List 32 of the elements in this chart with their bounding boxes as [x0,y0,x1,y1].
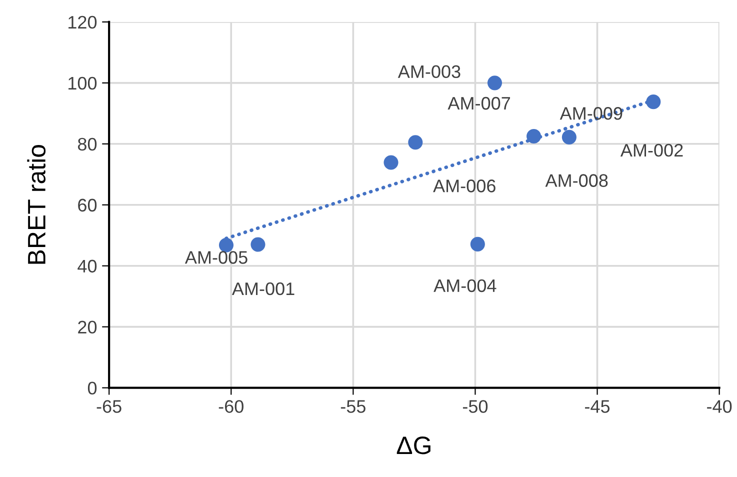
point [218,238,234,252]
x-tick-label: -45 [585,400,610,413]
y-axis-title: BRET ratio [27,145,46,264]
annotation: AM-001 [232,282,294,296]
annotation: AM-005 [184,251,248,264]
x-tick-label: -40 [707,400,732,413]
y-tick-label: 40 [78,260,97,273]
annotation: AM-004 [434,279,496,292]
point [250,237,266,252]
point [470,236,485,252]
point [646,94,661,110]
annotation: AM-008 [545,174,608,187]
y-tick-label: 120 [68,16,97,29]
point [562,130,576,144]
annotation: AM-007 [448,96,510,110]
x-tick-label: -65 [96,400,122,413]
point [384,155,398,170]
annotation: AM-002 [620,144,683,157]
annotation: AM-006 [433,180,496,192]
y-tick-label: 100 [68,76,97,90]
point [526,128,542,144]
x-axis-title: ΔG [396,436,430,454]
point [487,76,502,90]
x-tick-label: -55 [340,400,366,413]
x-tick-label: -50 [462,400,488,413]
annotation: AM-003 [398,65,460,78]
y-tick-label: 60 [78,198,97,212]
point [408,135,423,150]
y-tick-label: 80 [78,138,97,151]
y-tick-label: 20 [78,320,97,334]
x-tick-label: -60 [218,400,244,413]
y-tick-label: 0 [88,382,97,395]
